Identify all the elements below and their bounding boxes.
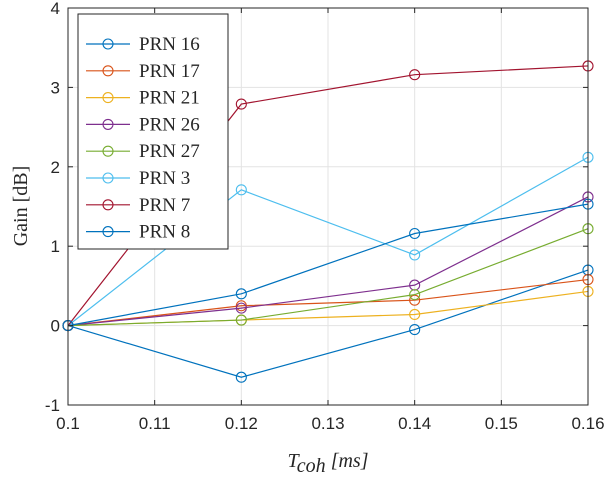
legend-entry-prn-17: PRN 17 [86, 61, 200, 82]
legend-label: PRN 17 [139, 61, 200, 82]
legend-marker [102, 65, 114, 77]
series-line-prn-27 [67, 228, 589, 327]
series-line-prn-16 [67, 269, 589, 378]
data-point-prn-16 [409, 324, 421, 336]
y-tick-label: 2 [51, 158, 60, 177]
y-axis-label: Gain [dB] [10, 166, 32, 247]
series-lines [62, 60, 594, 383]
legend-box [77, 13, 229, 250]
series-line-prn-26 [67, 196, 589, 327]
data-point-prn-8 [235, 288, 247, 300]
x-tick-label: 0.1 [56, 414, 80, 433]
series-line-prn-17 [67, 278, 589, 327]
y-tick-label: 1 [51, 237, 60, 256]
x-tick-label: 0.15 [485, 414, 518, 433]
data-point-prn-3 [409, 249, 421, 261]
y-tick-label: -1 [45, 396, 60, 415]
legend-marker [102, 226, 114, 238]
legend-marker [102, 92, 114, 104]
legend-marker [102, 38, 114, 50]
legend-label: PRN 16 [139, 34, 200, 55]
legend-entry-prn-7: PRN 7 [86, 195, 190, 216]
series-line-prn-3 [67, 156, 589, 327]
legend-entry-prn-21: PRN 21 [86, 88, 200, 109]
y-tick-label: 3 [51, 78, 60, 97]
data-point-prn-7 [409, 69, 421, 81]
legend-label: PRN 21 [139, 88, 200, 109]
x-tick-label: 0.16 [571, 414, 604, 433]
legend-label: PRN 7 [139, 195, 190, 216]
data-point-prn-3 [235, 184, 247, 196]
legend: PRN 16 PRN 17 PRN 21 PRN 26 PRN 27 PRN 3 PRN 7… [77, 13, 229, 250]
data-point-prn-27 [409, 289, 421, 301]
legend-entry-prn-26: PRN 26 [86, 114, 200, 135]
series-line-prn-8 [67, 203, 589, 327]
legend-label: PRN 3 [139, 168, 190, 189]
legend-marker [102, 199, 114, 211]
data-point-prn-16 [235, 371, 247, 383]
legend-entry-prn-16: PRN 16 [86, 34, 200, 55]
x-tick-label: 0.14 [398, 414, 431, 433]
legend-entry-prn-8: PRN 8 [86, 222, 190, 243]
legend-entry-prn-3: PRN 3 [86, 168, 190, 189]
y-tick-label: 4 [51, 0, 60, 18]
x-axis-label-unit: [ms] [331, 450, 369, 472]
data-point-prn-21 [409, 308, 421, 321]
x-axis-label-subscript: coh [297, 455, 326, 475]
legend-entry-prn-27: PRN 27 [86, 141, 200, 162]
legend-marker [102, 145, 114, 157]
legend-marker [102, 172, 114, 184]
axis-ticks: 0.1 0.11 0.12 0.13 0.14 0.15 0.16 -1 0 1 2 3 4 [45, 0, 605, 433]
x-axis-label: Tcoh [ms] [288, 450, 369, 475]
x-tick-label: 0.13 [311, 414, 344, 433]
legend-label: PRN 8 [139, 222, 190, 243]
x-tick-label: 0.12 [225, 414, 258, 433]
data-point-prn-7 [235, 98, 247, 110]
data-point-prn-27 [235, 314, 247, 326]
data-point-prn-26 [235, 302, 247, 314]
y-tick-label: 0 [51, 317, 60, 336]
legend-label: PRN 26 [139, 114, 200, 135]
data-point-prn-8 [409, 227, 421, 240]
legend-label: PRN 27 [139, 141, 200, 162]
legend-marker [102, 118, 114, 130]
x-tick-label: 0.11 [139, 414, 171, 433]
